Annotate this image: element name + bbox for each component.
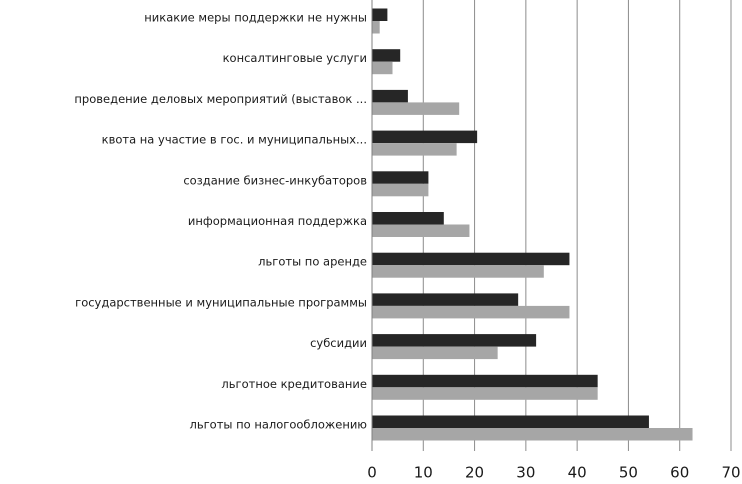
category-label-9: субсидии	[310, 336, 367, 350]
bar-series2-item5	[372, 183, 429, 197]
category-label-4: квота на участие в гос. и муниципальных.…	[102, 133, 367, 147]
tick-label-50: 50	[619, 464, 638, 482]
bar-series1-item1	[372, 8, 388, 21]
category-label-10: льготное кредитование	[221, 377, 367, 391]
bar-series2-item3	[372, 102, 460, 115]
bar-series1-item4	[372, 130, 478, 144]
bar-series1-item2	[372, 49, 401, 62]
bar-series1-item5	[372, 171, 429, 184]
bar-series2-item11	[372, 428, 693, 441]
tick-label-40: 40	[568, 464, 587, 482]
gridlines	[422, 0, 732, 451]
bar-series1-item3	[372, 89, 408, 103]
bar-series1-item8	[372, 293, 519, 306]
tick-label-30: 30	[516, 464, 535, 482]
bar-series2-item4	[372, 143, 457, 156]
category-label-2: консалтинговые услуги	[223, 51, 367, 65]
bar-series1-item11	[372, 415, 649, 428]
bars	[372, 8, 693, 441]
tick-label-0: 0	[367, 464, 377, 482]
tick-label-20: 20	[465, 464, 484, 482]
category-label-7: льготы по аренде	[258, 255, 367, 269]
bar-series2-item7	[372, 265, 544, 278]
category-label-3: проведение деловых мероприятий (выставок…	[74, 92, 367, 106]
value-tick-labels: 0 10 20 30 40 50 60 70	[367, 464, 740, 482]
bar-series1-item6	[372, 212, 444, 225]
category-label-8: государственные и муниципальные программ…	[75, 295, 367, 309]
category-labels: никакие меры поддержки не нужны консалтин…	[74, 11, 367, 432]
bar-series2-item8	[372, 305, 570, 319]
tick-label-10: 10	[414, 464, 433, 482]
bar-series2-item1	[372, 21, 380, 34]
bar-series2-item2	[372, 61, 393, 75]
category-label-11: льготы по налогообложению	[189, 418, 367, 432]
tick-label-70: 70	[721, 464, 740, 482]
category-label-1: никакие меры поддержки не нужны	[144, 11, 367, 25]
bar-series1-item9	[372, 334, 537, 347]
bar-series2-item9	[372, 346, 498, 360]
tick-label-60: 60	[670, 464, 689, 482]
bar-series2-item6	[372, 224, 470, 237]
category-label-6: информационная поддержка	[188, 214, 367, 228]
category-label-5: создание бизнес-инкубаторов	[183, 173, 367, 187]
bar-series2-item10	[372, 387, 598, 400]
bar-series1-item7	[372, 252, 570, 266]
bar-series1-item10	[372, 374, 598, 388]
